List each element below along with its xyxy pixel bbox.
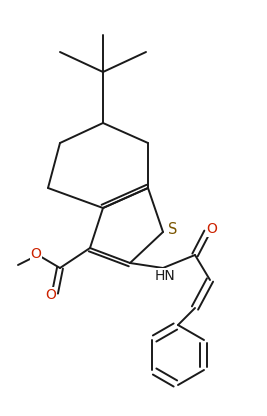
Text: S: S [168,223,178,238]
Text: O: O [207,222,217,236]
Text: O: O [46,288,56,302]
Text: O: O [30,247,41,261]
Text: HN: HN [155,269,175,283]
